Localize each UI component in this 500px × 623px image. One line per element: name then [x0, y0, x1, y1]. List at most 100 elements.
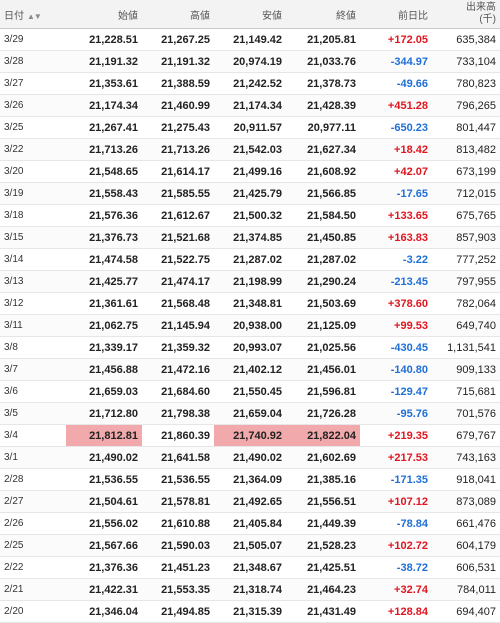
change-cell: -344.97: [360, 50, 432, 73]
sort-arrows-icon[interactable]: ▲▼: [27, 11, 42, 21]
change-cell: +42.07: [360, 160, 432, 183]
change-column-header: 前日比: [360, 0, 432, 29]
volume-cell: 679,767: [432, 424, 500, 447]
high-cell: 21,860.39: [142, 424, 214, 447]
open-column-header: 始値: [66, 0, 142, 29]
change-cell: -49.66: [360, 72, 432, 95]
open-cell: 21,490.02: [66, 446, 142, 469]
change-cell: +163.83: [360, 226, 432, 249]
volume-cell: 784,011: [432, 578, 500, 601]
low-cell: 21,348.81: [214, 292, 286, 315]
high-cell: 21,612.67: [142, 204, 214, 227]
table-row: 3/18 21,576.36 21,612.67 21,500.32 21,584.50…: [0, 204, 500, 227]
change-cell: +32.74: [360, 578, 432, 601]
open-cell: 21,713.26: [66, 138, 142, 161]
volume-cell: 873,089: [432, 490, 500, 513]
high-cell: 21,713.26: [142, 138, 214, 161]
low-cell: 20,911.57: [214, 116, 286, 139]
date-cell: 2/26: [0, 512, 66, 535]
volume-cell: 918,041: [432, 468, 500, 491]
high-cell: 21,472.16: [142, 358, 214, 381]
volume-cell: 675,765: [432, 204, 500, 227]
close-cell: 21,726.28: [286, 402, 360, 425]
high-cell: 21,641.58: [142, 446, 214, 469]
close-cell: 21,450.85: [286, 226, 360, 249]
high-cell: 21,275.43: [142, 116, 214, 139]
volume-cell: 909,133: [432, 358, 500, 381]
low-cell: 20,993.07: [214, 336, 286, 359]
table-row: 3/1 21,490.02 21,641.58 21,490.02 21,602.69 +…: [0, 446, 500, 469]
date-column-header[interactable]: 日付 ▲▼: [0, 0, 66, 29]
table-row: 3/20 21,548.65 21,614.17 21,499.16 21,608.92…: [0, 160, 500, 183]
volume-cell: 694,407: [432, 600, 500, 623]
low-cell: 21,198.99: [214, 270, 286, 293]
high-cell: 21,684.60: [142, 380, 214, 403]
date-cell: 3/20: [0, 160, 66, 183]
high-cell: 21,521.68: [142, 226, 214, 249]
date-cell: 3/14: [0, 248, 66, 271]
date-cell: 3/29: [0, 28, 66, 51]
volume-cell: 649,740: [432, 314, 500, 337]
close-cell: 21,033.76: [286, 50, 360, 73]
open-cell: 21,474.58: [66, 248, 142, 271]
date-cell: 3/7: [0, 358, 66, 381]
table-row: 3/29 21,228.51 21,267.25 21,149.42 21,205.81…: [0, 28, 500, 51]
date-cell: 3/28: [0, 50, 66, 73]
change-cell: -95.76: [360, 402, 432, 425]
volume-unit-label: (千): [479, 14, 496, 25]
high-cell: 21,494.85: [142, 600, 214, 623]
date-cell: 3/5: [0, 402, 66, 425]
date-cell: 3/19: [0, 182, 66, 205]
table-row: 2/25 21,567.66 21,590.03 21,505.07 21,528.23…: [0, 534, 500, 557]
high-cell: 21,522.75: [142, 248, 214, 271]
table-row: 3/4 21,812.81 21,860.39 21,740.92 21,822.04 +…: [0, 424, 500, 447]
close-cell: 21,464.23: [286, 578, 360, 601]
date-cell: 3/22: [0, 138, 66, 161]
open-cell: 21,353.61: [66, 72, 142, 95]
table-row: 2/22 21,376.36 21,451.23 21,348.67 21,425.51…: [0, 556, 500, 579]
low-column-header: 安値: [214, 0, 286, 29]
close-cell: 21,528.23: [286, 534, 360, 557]
low-cell: 21,542.03: [214, 138, 286, 161]
volume-cell: 813,482: [432, 138, 500, 161]
low-cell: 21,287.02: [214, 248, 286, 271]
date-cell: 3/12: [0, 292, 66, 315]
change-cell: -430.45: [360, 336, 432, 359]
low-cell: 21,242.52: [214, 72, 286, 95]
open-cell: 21,504.61: [66, 490, 142, 513]
date-cell: 3/1: [0, 446, 66, 469]
close-cell: 21,385.16: [286, 468, 360, 491]
volume-cell: 857,903: [432, 226, 500, 249]
low-cell: 21,402.12: [214, 358, 286, 381]
low-cell: 21,374.85: [214, 226, 286, 249]
table-row: 3/28 21,191.32 21,191.32 20,974.19 21,033.76…: [0, 50, 500, 73]
table-row: 3/8 21,339.17 21,359.32 20,993.07 21,025.56-…: [0, 336, 500, 359]
table-row: 2/28 21,536.55 21,536.55 21,364.09 21,385.16…: [0, 468, 500, 491]
volume-cell: 673,199: [432, 160, 500, 183]
table-row: 3/22 21,713.26 21,713.26 21,542.03 21,627.34…: [0, 138, 500, 161]
volume-cell: 635,384: [432, 28, 500, 51]
low-cell: 21,315.39: [214, 600, 286, 623]
table-row: 2/27 21,504.61 21,578.81 21,492.65 21,556.51…: [0, 490, 500, 513]
open-cell: 21,712.80: [66, 402, 142, 425]
close-cell: 21,449.39: [286, 512, 360, 535]
date-cell: 3/15: [0, 226, 66, 249]
high-cell: 21,191.32: [142, 50, 214, 73]
date-cell: 3/4: [0, 424, 66, 447]
change-cell: -213.45: [360, 270, 432, 293]
change-cell: -3.22: [360, 248, 432, 271]
table-row: 2/21 21,422.31 21,553.35 21,318.74 21,464.23…: [0, 578, 500, 601]
high-cell: 21,590.03: [142, 534, 214, 557]
low-cell: 21,740.92: [214, 424, 286, 447]
change-cell: +133.65: [360, 204, 432, 227]
date-cell: 2/25: [0, 534, 66, 557]
change-cell: +99.53: [360, 314, 432, 337]
change-cell: +128.84: [360, 600, 432, 623]
high-cell: 21,267.25: [142, 28, 214, 51]
date-cell: 3/11: [0, 314, 66, 337]
open-cell: 21,422.31: [66, 578, 142, 601]
table-row: 3/19 21,558.43 21,585.55 21,425.79 21,566.85…: [0, 182, 500, 205]
table-row: 3/12 21,361.61 21,568.48 21,348.81 21,503.69…: [0, 292, 500, 315]
close-cell: 21,602.69: [286, 446, 360, 469]
